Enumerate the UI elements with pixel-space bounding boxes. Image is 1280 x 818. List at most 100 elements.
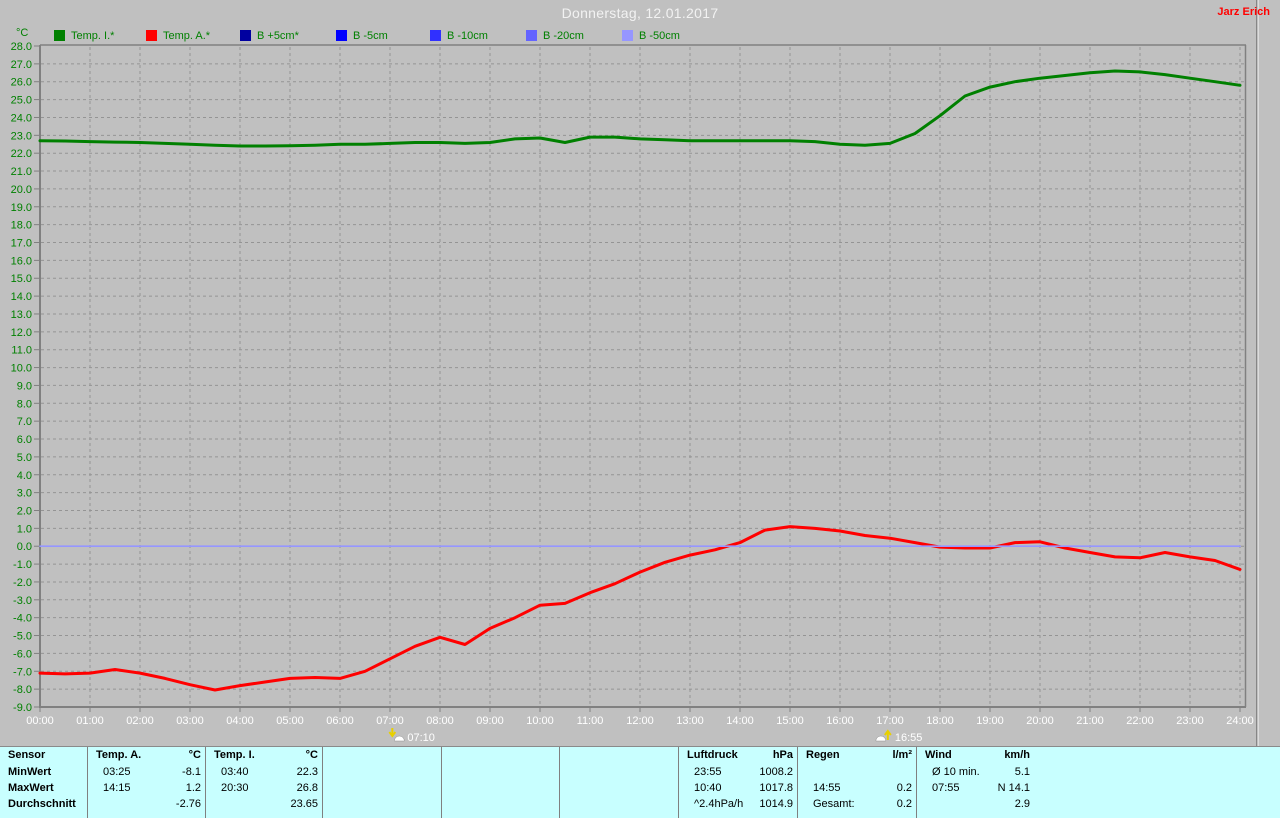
stat-time: 14:15	[103, 782, 131, 794]
legend-label: B -20cm	[543, 29, 584, 42]
legend-label: Temp. A.*	[163, 29, 211, 42]
y-tick-label: 17.0	[11, 238, 32, 250]
stat-time: 10:40	[694, 782, 722, 794]
legend-label: Temp. I.*	[71, 29, 115, 42]
y-tick-label: -3.0	[13, 595, 32, 607]
legend-item-temp-i-: Temp. I.*	[54, 29, 114, 42]
table-data-row: 23:55 1008.2	[679, 764, 798, 780]
sunrise-marker	[388, 728, 405, 742]
table-data-row	[560, 780, 679, 796]
x-tick-label: 01:00	[76, 715, 104, 727]
legend-item-b-+5cm-: B +5cm*	[240, 29, 299, 42]
legend-swatch-icon	[146, 30, 157, 41]
table-header-row: Luftdruck hPa	[679, 747, 798, 764]
x-tick-label: 03:00	[176, 715, 204, 727]
table-header-row	[560, 747, 679, 764]
x-tick-label: 13:00	[676, 715, 704, 727]
y-tick-label: 11.0	[11, 345, 32, 357]
y-tick-label: 9.0	[17, 380, 32, 392]
x-tick-label: 21:00	[1076, 715, 1104, 727]
table-header-row: Regen l/m²	[798, 747, 917, 764]
table-data-row: 07:55 N 14.1	[917, 780, 1035, 796]
table-column-regen: Regen l/m² 14:55 0.2 Gesamt: 0.2	[797, 747, 916, 818]
table-column-empty-2	[322, 747, 441, 818]
legend-swatch-icon	[240, 30, 251, 41]
stat-time	[442, 780, 457, 796]
stat-time	[560, 796, 575, 812]
stat-time	[798, 764, 813, 780]
statistics-table: Sensor MinWert MaxWert Durchschnitt Temp. A.…	[0, 746, 1280, 818]
stat-value: N 14.1	[997, 782, 1030, 794]
x-tick-label: 24:00	[1226, 715, 1254, 727]
y-tick-label: 27.0	[11, 59, 32, 71]
stat-time: 14:55	[813, 782, 841, 794]
x-tick-label: 15:00	[776, 715, 804, 727]
series-line-temp-i-	[38, 69, 1242, 148]
table-header-row: Temp. A. °C	[88, 747, 206, 764]
table-data-row	[442, 780, 560, 796]
y-tick-label: 15.0	[11, 273, 32, 285]
y-tick-label: 10.0	[11, 363, 32, 375]
table-column-temp-i-: Temp. I. °C 03:40 22.3 20:30 26.8 23.65	[205, 747, 322, 818]
sensor-unit: l/m²	[892, 749, 912, 761]
sensor-name: Regen	[806, 749, 840, 761]
y-tick-label: -2.0	[13, 577, 32, 589]
sensor-name: Temp. A.	[96, 749, 142, 761]
sensor-name: Wind	[925, 749, 952, 761]
table-data-row: 14:55 0.2	[798, 780, 917, 796]
stat-time	[917, 796, 932, 812]
y-tick-label: -5.0	[13, 631, 32, 643]
stat-time	[323, 796, 338, 812]
y-tick-label: -8.0	[13, 684, 32, 696]
y-axis-unit-label: °C	[16, 27, 29, 39]
sensor-name	[560, 747, 568, 764]
sunrise-time-label: 07:10	[407, 732, 435, 744]
table-data-row	[442, 796, 560, 812]
table-data-row: 20:30 26.8	[206, 780, 323, 796]
y-tick-label: 0.0	[17, 541, 32, 553]
y-tick-label: 4.0	[17, 470, 32, 482]
x-tick-label: 23:00	[1176, 715, 1204, 727]
stat-value: 1014.9	[759, 798, 793, 810]
x-tick-label: 02:00	[126, 715, 154, 727]
legend-swatch-icon	[336, 30, 347, 41]
table-column-temp-a-: Temp. A. °C 03:25 -8.1 14:15 1.2 -2.76	[87, 747, 205, 818]
x-tick-label: 20:00	[1026, 715, 1054, 727]
x-tick-label: 19:00	[976, 715, 1004, 727]
stat-value: 1017.8	[759, 782, 793, 794]
legend-swatch-icon	[430, 30, 441, 41]
x-tick-label: 11:00	[577, 715, 604, 727]
table-header-row: Temp. I. °C	[206, 747, 323, 764]
stat-time: 20:30	[221, 782, 249, 794]
table-data-row: Ø 10 min. 5.1	[917, 764, 1035, 780]
x-tick-label: 09:00	[476, 715, 504, 727]
x-tick-label: 16:00	[826, 715, 854, 727]
sensor-name: Luftdruck	[687, 749, 738, 761]
y-tick-label: 8.0	[17, 398, 32, 410]
table-data-row: 23.65	[206, 796, 323, 812]
table-data-row	[323, 764, 442, 780]
table-data-row: 10:40 1017.8	[679, 780, 798, 796]
x-tick-label: 07:00	[376, 715, 404, 727]
table-row-labels-column: Sensor MinWert MaxWert Durchschnitt	[0, 747, 87, 818]
table-data-row	[560, 796, 679, 812]
stat-time	[323, 780, 338, 796]
temperature-chart-canvas: 28.0 27.0 26.0 25.0 24.0 23.0 22.0 21.0 20.0 19.0…	[11, 0, 1259, 746]
x-tick-label: 05:00	[276, 715, 304, 727]
stat-time: ^2.4hPa/h	[694, 798, 744, 810]
stat-time: 07:55	[932, 782, 960, 794]
table-column-wind: Wind km/h Ø 10 min. 5.1 07:55 N 14.1 2.9	[916, 747, 1280, 818]
legend-item-b--5cm: B -5cm	[336, 29, 388, 42]
sensor-unit: km/h	[1004, 749, 1030, 761]
sensor-name	[323, 747, 331, 764]
x-tick-label: 08:00	[426, 715, 454, 727]
stat-time	[442, 764, 457, 780]
table-header-row	[442, 747, 560, 764]
table-column-empty-3	[441, 747, 559, 818]
series-line-temp-a-	[38, 525, 1242, 692]
chart-legend: Temp. I.* Temp. A.* B +5cm* B -5cm B -10cm B …	[0, 29, 1280, 43]
y-tick-label: -7.0	[13, 666, 32, 678]
stat-value: 2.9	[1014, 798, 1030, 810]
y-tick-label: 16.0	[11, 255, 32, 267]
row-label-sensor: Sensor	[8, 749, 46, 761]
